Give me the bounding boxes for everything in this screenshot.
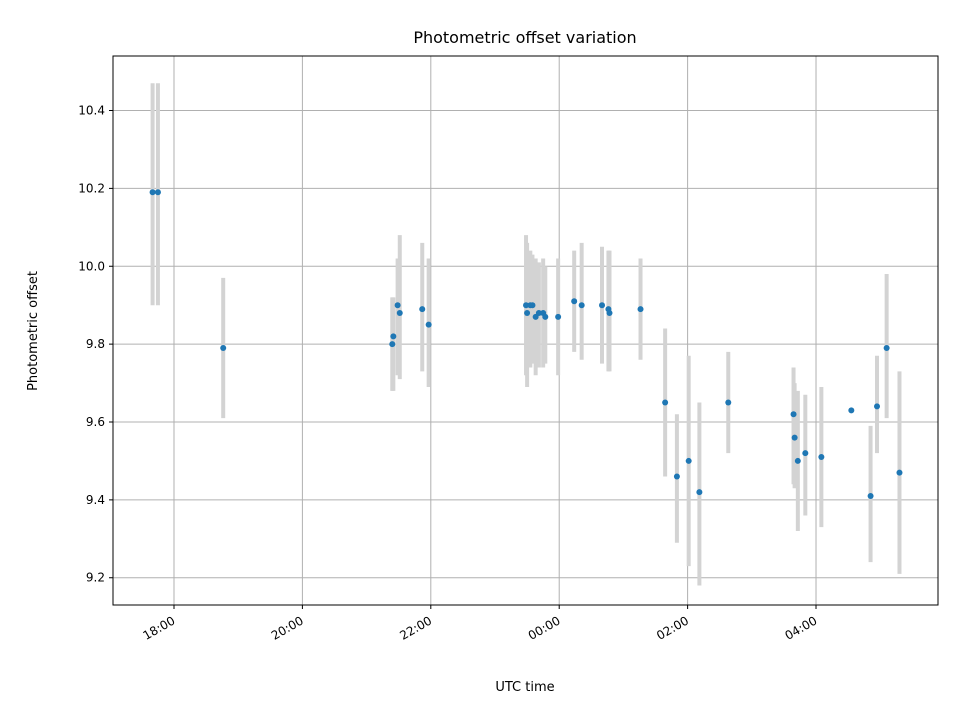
data-point — [662, 399, 669, 406]
data-point — [571, 298, 578, 305]
data-point — [578, 302, 585, 309]
y-tick-label: 9.8 — [86, 337, 105, 351]
data-point — [396, 309, 403, 316]
y-tick-label: 9.6 — [86, 415, 105, 429]
data-point — [696, 489, 703, 496]
data-point — [896, 469, 903, 476]
data-point — [524, 309, 531, 316]
data-point — [848, 407, 855, 414]
data-point — [725, 399, 732, 406]
y-tick-label: 10.4 — [78, 104, 105, 118]
data-point — [419, 306, 426, 313]
y-tick-label: 9.2 — [86, 571, 105, 585]
data-point — [818, 454, 825, 461]
data-points — [149, 189, 903, 499]
data-point — [390, 333, 397, 340]
data-point — [802, 450, 809, 457]
data-point — [883, 345, 890, 352]
chart-title: Photometric offset variation — [413, 28, 636, 47]
data-point — [867, 492, 874, 499]
data-point — [523, 302, 530, 309]
data-point — [425, 321, 432, 328]
data-point — [555, 313, 562, 320]
data-point — [389, 341, 396, 348]
data-point — [673, 473, 680, 480]
y-tick-label: 10.2 — [78, 181, 105, 195]
data-point — [637, 306, 644, 313]
data-point — [791, 434, 798, 441]
data-point — [535, 309, 542, 316]
data-point — [599, 302, 606, 309]
data-point — [874, 403, 881, 410]
data-point — [154, 189, 161, 196]
y-axis-label: Photometric offset — [26, 271, 41, 391]
x-axis-label: UTC time — [495, 680, 554, 695]
data-point — [790, 411, 797, 418]
data-point — [220, 345, 227, 352]
plot-frame — [112, 55, 939, 606]
data-point — [542, 313, 549, 320]
data-point — [794, 457, 801, 464]
data-point — [394, 302, 401, 309]
data-point — [685, 457, 692, 464]
y-tick-label: 10.0 — [78, 259, 105, 273]
y-tick-label: 9.4 — [86, 493, 105, 507]
data-point — [529, 302, 536, 309]
axis-ticks: 9.29.49.69.810.010.210.418:00 20:00 22:00 0… — [78, 104, 819, 643]
data-point — [149, 189, 156, 196]
data-point — [606, 309, 613, 316]
